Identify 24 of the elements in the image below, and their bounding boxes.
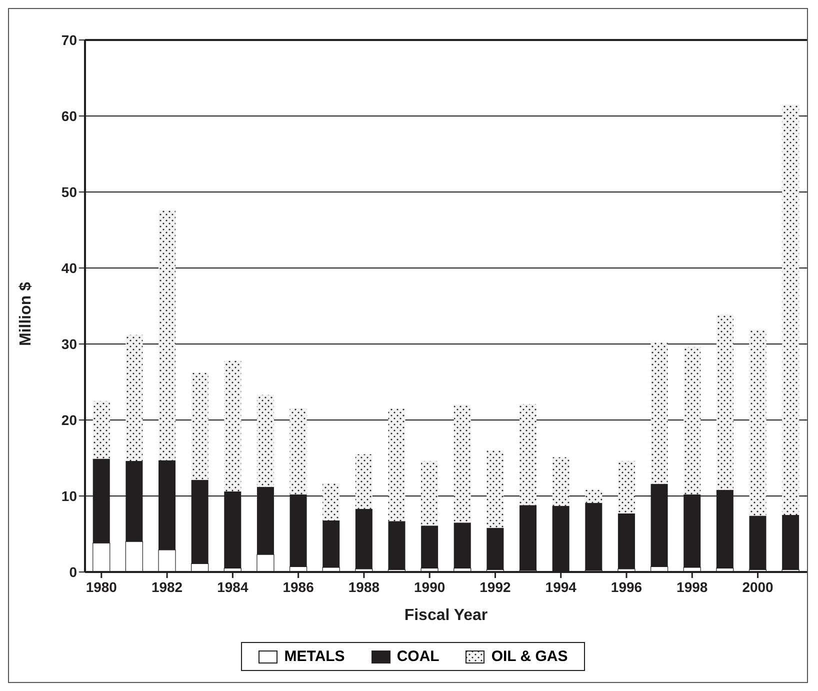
x-tick-label: 1994 [545,579,577,595]
y-axis-title: Million $ [18,282,35,346]
legend-label: OIL & GAS [491,648,568,665]
legend-label: METALS [284,648,345,665]
x-tick-label: 1990 [414,579,446,595]
y-tick-label: 0 [69,564,78,580]
y-tick-label: 10 [61,488,78,504]
x-tick-label: 1988 [348,579,380,595]
x-tick-label: 1986 [282,579,314,595]
x-tick-label: 1980 [86,579,118,595]
x-tick-label: 2000 [742,579,774,595]
y-tick-label: 30 [61,336,78,352]
x-axis-title: Fiscal Year [404,607,488,624]
y-tick-label: 60 [61,108,78,124]
x-tick-label: 1992 [480,579,512,595]
legend-label: COAL [396,648,440,665]
x-tick-label: 1984 [217,579,248,595]
x-tick-label: 1998 [676,579,708,595]
y-tick-label: 50 [61,184,78,200]
y-tick-label: 40 [61,260,78,276]
x-tick-label: 1996 [610,579,642,595]
y-tick-label: 70 [61,32,78,48]
x-tick-label: 1982 [151,579,183,595]
y-tick-label: 20 [61,412,78,428]
